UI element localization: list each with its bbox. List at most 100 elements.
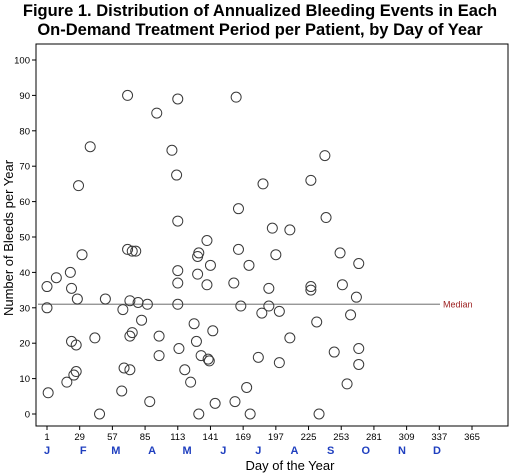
data-point-36 bbox=[153, 350, 165, 362]
data-point-29 bbox=[130, 245, 142, 257]
data-point-48 bbox=[190, 335, 202, 347]
data-point-57 bbox=[203, 355, 215, 367]
data-point-83 bbox=[305, 284, 317, 296]
data-point-90 bbox=[336, 279, 348, 291]
x-tick-label-85: 85 bbox=[140, 432, 151, 443]
data-point-84 bbox=[311, 316, 323, 328]
y-tick-label-80: 80 bbox=[19, 126, 30, 137]
data-point-86 bbox=[319, 150, 331, 162]
data-point-50 bbox=[193, 247, 205, 259]
data-point-40 bbox=[172, 215, 184, 227]
title-line-2: On-Demand Treatment Period per Patient, … bbox=[37, 21, 483, 39]
month-label-7: J bbox=[255, 445, 261, 457]
data-point-14 bbox=[76, 249, 88, 261]
data-point-63 bbox=[230, 91, 242, 103]
x-axis: 1 29 57 85 113 141 169 197 225 253 281 309 337 365 bbox=[44, 426, 480, 443]
y-tick-label-70: 70 bbox=[19, 162, 30, 173]
data-point-27 bbox=[126, 245, 138, 257]
data-point-81 bbox=[305, 174, 317, 186]
data-point-92 bbox=[345, 309, 357, 321]
data-point-88 bbox=[328, 346, 340, 358]
data-points bbox=[41, 89, 365, 420]
data-point-59 bbox=[207, 325, 219, 337]
data-point-22 bbox=[122, 89, 134, 101]
data-point-37 bbox=[166, 144, 178, 156]
month-label-3: M bbox=[111, 445, 120, 457]
data-point-65 bbox=[232, 243, 244, 255]
y-tick-label-60: 60 bbox=[19, 197, 30, 208]
data-point-13 bbox=[73, 180, 85, 192]
month-label-6: J bbox=[220, 445, 226, 457]
data-point-18 bbox=[99, 293, 111, 305]
month-label-11: N bbox=[398, 445, 406, 457]
data-point-53 bbox=[195, 350, 207, 362]
data-point-31 bbox=[136, 314, 148, 326]
data-point-15 bbox=[84, 141, 96, 153]
month-label-12: D bbox=[433, 445, 441, 457]
x-tick-label-57: 57 bbox=[107, 432, 118, 443]
data-point-68 bbox=[243, 259, 255, 271]
data-point-64 bbox=[232, 203, 244, 215]
data-point-7 bbox=[66, 282, 78, 294]
month-label-4: A bbox=[148, 445, 156, 457]
data-point-11 bbox=[70, 339, 82, 351]
data-point-79 bbox=[284, 224, 296, 236]
data-point-35 bbox=[153, 330, 165, 342]
data-point-77 bbox=[273, 305, 285, 317]
data-point-95 bbox=[353, 358, 365, 370]
data-point-38 bbox=[171, 169, 183, 181]
data-point-72 bbox=[257, 178, 269, 190]
plot-frame bbox=[35, 43, 509, 427]
data-point-12 bbox=[71, 293, 83, 305]
data-point-23 bbox=[122, 243, 134, 255]
month-label-1: J bbox=[44, 445, 50, 457]
data-point-46 bbox=[185, 376, 197, 388]
month-label-2: F bbox=[80, 445, 87, 457]
data-point-4 bbox=[50, 272, 62, 284]
data-point-9 bbox=[68, 369, 80, 381]
data-point-16 bbox=[89, 332, 101, 344]
data-point-58 bbox=[204, 259, 216, 271]
data-point-51 bbox=[192, 268, 204, 280]
data-point-19 bbox=[116, 385, 128, 397]
data-point-55 bbox=[201, 279, 213, 291]
data-point-61 bbox=[228, 277, 240, 289]
x-tick-label-365: 365 bbox=[464, 432, 480, 443]
data-point-21 bbox=[118, 362, 130, 374]
data-point-62 bbox=[229, 396, 241, 408]
data-point-89 bbox=[334, 247, 346, 259]
data-point-91 bbox=[341, 378, 353, 390]
data-point-24 bbox=[124, 330, 136, 342]
data-point-20 bbox=[117, 304, 129, 316]
x-tick-label-197: 197 bbox=[268, 432, 284, 443]
data-point-42 bbox=[172, 277, 184, 289]
data-point-87 bbox=[320, 212, 332, 224]
data-point-56 bbox=[202, 353, 214, 365]
data-point-33 bbox=[144, 396, 156, 408]
median-group: Median bbox=[38, 299, 473, 309]
x-tick-label-253: 253 bbox=[333, 432, 349, 443]
x-tick-label-141: 141 bbox=[203, 432, 219, 443]
data-point-44 bbox=[173, 343, 185, 355]
data-point-80 bbox=[284, 332, 296, 344]
data-point-17 bbox=[94, 408, 106, 420]
data-point-28 bbox=[126, 327, 138, 339]
data-point-47 bbox=[188, 318, 200, 330]
x-axis-title: Day of the Year bbox=[246, 458, 336, 473]
data-point-26 bbox=[124, 295, 136, 307]
y-tick-label-40: 40 bbox=[19, 268, 30, 279]
month-label-10: O bbox=[361, 445, 370, 457]
y-tick-label-0: 0 bbox=[25, 410, 30, 421]
y-tick-label-50: 50 bbox=[19, 233, 30, 244]
data-point-10 bbox=[70, 366, 82, 378]
x-tick-label-337: 337 bbox=[431, 432, 447, 443]
x-tick-label-281: 281 bbox=[366, 432, 382, 443]
data-point-54 bbox=[201, 235, 213, 247]
data-point-52 bbox=[193, 408, 205, 420]
y-tick-label-30: 30 bbox=[19, 303, 30, 314]
data-point-43 bbox=[172, 298, 184, 310]
data-point-2 bbox=[41, 302, 53, 314]
x-tick-label-309: 309 bbox=[399, 432, 415, 443]
